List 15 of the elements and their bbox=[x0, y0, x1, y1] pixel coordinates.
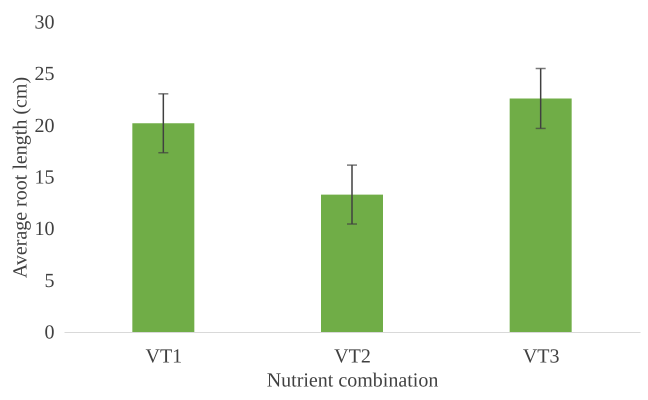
x-axis-title: Nutrient combination bbox=[266, 370, 438, 392]
bar bbox=[321, 194, 383, 332]
x-tick-label: VT1 bbox=[145, 346, 182, 368]
y-tick-label: 15 bbox=[34, 166, 54, 188]
y-tick-label: 20 bbox=[34, 114, 54, 137]
x-tick-label: VT2 bbox=[334, 346, 371, 368]
y-tick-label: 25 bbox=[34, 63, 54, 86]
y-axis-title: Average root length (cm) bbox=[10, 76, 32, 278]
y-tick-label: 10 bbox=[34, 218, 54, 240]
bar bbox=[510, 98, 572, 332]
y-tick-label: 30 bbox=[34, 12, 54, 34]
y-tick-label: 0 bbox=[44, 322, 54, 344]
bar bbox=[132, 123, 194, 332]
x-tick-label: VT3 bbox=[522, 346, 560, 368]
y-tick-label: 5 bbox=[44, 270, 54, 292]
